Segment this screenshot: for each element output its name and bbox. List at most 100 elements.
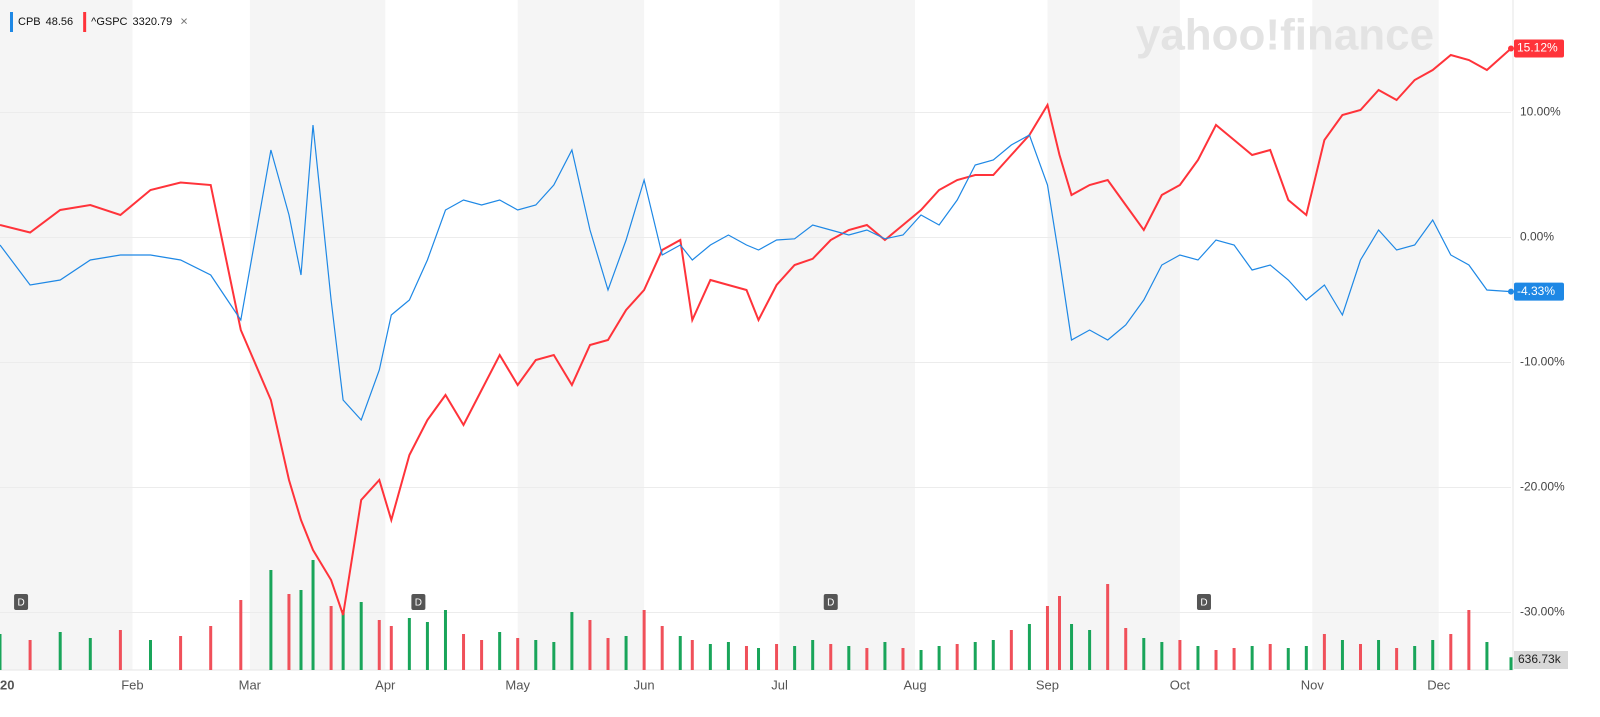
legend-swatch <box>83 12 87 32</box>
volume-bar <box>937 646 941 670</box>
volume-bar <box>516 638 520 670</box>
dividend-marker <box>14 594 29 610</box>
volume-bar <box>690 640 694 670</box>
volume-bar <box>624 636 628 670</box>
volume-bar <box>757 648 761 670</box>
volume-bar <box>118 630 122 670</box>
volume-bar <box>1027 624 1031 670</box>
end-label: -4.33% <box>1517 284 1555 298</box>
x-tick-label: Dec <box>1427 677 1451 692</box>
volume-bar <box>0 634 2 670</box>
volume-bar <box>793 646 797 670</box>
volume-bar <box>811 640 815 670</box>
volume-bar <box>1509 657 1513 670</box>
y-tick-label: 0.00% <box>1520 230 1554 244</box>
volume-bar <box>534 640 538 670</box>
volume-bar <box>1359 644 1363 670</box>
volume-bar <box>1413 646 1417 670</box>
volume-bar <box>1340 640 1344 670</box>
x-tick-label: 20 <box>0 677 14 692</box>
volume-bar <box>1045 606 1049 670</box>
volume-bar <box>1286 648 1290 670</box>
volume-bar <box>775 644 779 670</box>
volume-bar <box>1160 642 1164 670</box>
volume-bar <box>660 626 664 670</box>
volume-bar <box>1304 646 1308 670</box>
volume-bar <box>1449 634 1453 670</box>
volume-bar <box>1196 646 1200 670</box>
dividend-label: D <box>827 598 834 609</box>
volume-bar <box>1431 640 1435 670</box>
volume-bar <box>642 610 646 670</box>
legend-price: 3320.79 <box>133 16 173 28</box>
volume-bar <box>443 610 447 670</box>
y-tick-label: -30.00% <box>1520 605 1565 619</box>
volume-bar <box>1322 634 1326 670</box>
volume-bar <box>407 618 411 670</box>
volume-bar <box>1178 640 1182 670</box>
volume-bar <box>341 610 345 670</box>
series-line <box>0 47 1512 616</box>
volume-label-box <box>1514 651 1568 669</box>
legend-symbol: ^GSPC <box>91 16 127 28</box>
month-band <box>0 0 133 670</box>
volume-bar <box>389 626 393 670</box>
dividend-label: D <box>1200 598 1207 609</box>
y-tick-label: -20.00% <box>1520 480 1565 494</box>
x-tick-label: Jul <box>771 677 788 692</box>
volume-bar <box>1214 650 1218 670</box>
volume-bar <box>919 650 923 670</box>
month-bands <box>0 0 1439 670</box>
x-tick-label: Feb <box>121 677 143 692</box>
volume-bar <box>1467 610 1471 670</box>
volume-bar <box>865 648 869 670</box>
volume-bar <box>570 612 574 670</box>
legend-symbol: CPB <box>18 16 41 28</box>
end-dot <box>1508 45 1514 52</box>
volume-bar <box>1232 648 1236 670</box>
volume-bar <box>179 636 183 670</box>
y-tick-label: 10.00% <box>1520 105 1561 119</box>
end-label: 15.12% <box>1517 41 1558 55</box>
volume-bar <box>269 570 273 670</box>
volume-bar <box>1106 584 1110 670</box>
volume-bar <box>425 622 429 670</box>
volume-label: 636.73k <box>1518 652 1562 666</box>
x-tick-label: Nov <box>1301 677 1325 692</box>
dividend-marker <box>411 594 426 610</box>
volume-bar <box>239 600 243 670</box>
volume-bar <box>606 638 610 670</box>
volume-bar <box>588 620 592 670</box>
volume-bar <box>498 632 502 670</box>
legend-swatch <box>10 12 13 32</box>
y-tick-label: -10.00% <box>1520 355 1565 369</box>
dividend-label: D <box>415 598 422 609</box>
volume-bar <box>58 632 62 670</box>
volume-bar <box>1058 596 1062 670</box>
month-band <box>517 0 645 670</box>
volume-bar <box>973 642 977 670</box>
x-tick-label: Sep <box>1036 677 1059 692</box>
volume-bar <box>991 640 995 670</box>
x-tick-label: Mar <box>239 677 262 692</box>
volume-bar <box>901 648 905 670</box>
volume-bar <box>1142 638 1146 670</box>
end-label-box <box>1514 39 1564 58</box>
volume-bar <box>299 590 303 670</box>
volume-bar <box>311 560 315 670</box>
volume-bar <box>28 640 32 670</box>
volume-bar <box>726 642 730 670</box>
x-tick-label: Oct <box>1170 677 1191 692</box>
volume-bar <box>1485 642 1489 670</box>
volume-bar <box>847 646 851 670</box>
volume-bar <box>287 594 291 670</box>
x-tick-label: Apr <box>375 677 396 692</box>
volume-bar <box>1088 630 1092 670</box>
volume-bar <box>1395 648 1399 670</box>
volume-bar <box>955 644 959 670</box>
dividend-label: D <box>17 598 24 609</box>
volume-bar <box>708 644 712 670</box>
series-line <box>0 124 1512 422</box>
close-icon[interactable]: × <box>180 13 188 28</box>
